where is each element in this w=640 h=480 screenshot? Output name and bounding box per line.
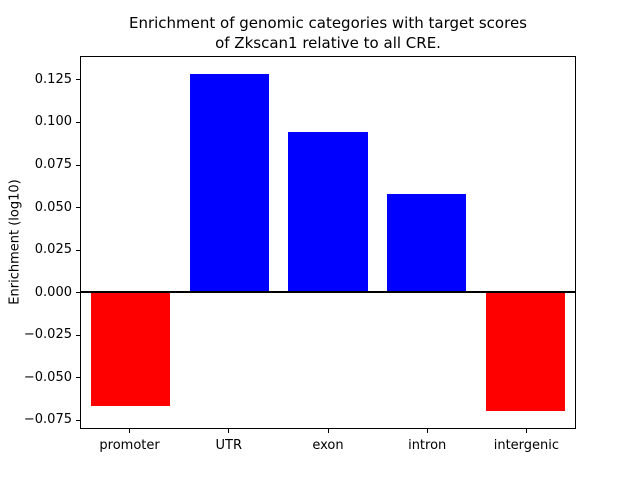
y-tick-label: 0.050 [34, 199, 72, 215]
y-tick-mark [76, 79, 80, 81]
chart-title-line2: of Zkscan1 relative to all CRE. [215, 34, 441, 53]
chart-title: Enrichment of genomic categories with ta… [80, 13, 576, 54]
bar-promoter [90, 292, 170, 406]
y-tick-mark [76, 377, 80, 379]
y-tick-mark [76, 207, 80, 209]
x-tick-label-exon: exon [312, 438, 344, 453]
x-tick-mark [228, 429, 230, 433]
y-tick-mark [76, 419, 80, 421]
y-tick-mark [76, 249, 80, 251]
y-tick-label: 0.000 [34, 284, 72, 300]
bar-intron [387, 194, 467, 293]
x-tick-label-promoter: promoter [99, 438, 160, 453]
zero-line [81, 291, 575, 294]
bar-intergenic [486, 292, 566, 412]
x-tick-label-intergenic: intergenic [493, 438, 560, 453]
x-tick-label-intron: intron [408, 438, 447, 453]
bar-UTR [189, 73, 269, 293]
y-tick-label: 0.125 [34, 71, 72, 87]
y-tick-label: 0.025 [34, 242, 72, 258]
y-tick-mark [76, 121, 80, 123]
x-tick-label-UTR: UTR [215, 438, 243, 453]
x-tick-mark [426, 429, 428, 433]
bar-exon [288, 131, 368, 293]
y-tick-mark [76, 164, 80, 166]
y-tick-mark [76, 334, 80, 336]
x-tick-mark [129, 429, 131, 433]
y-tick-mark [76, 292, 80, 294]
y-tick-label: −0.075 [23, 412, 72, 428]
y-tick-label: 0.100 [34, 114, 72, 130]
x-tick-mark [525, 429, 527, 433]
plot-area [80, 56, 576, 429]
chart-title-line1: Enrichment of genomic categories with ta… [128, 14, 527, 32]
y-tick-label: −0.050 [23, 369, 72, 385]
y-tick-label: 0.075 [34, 157, 72, 172]
y-tick-label: −0.025 [23, 327, 72, 343]
x-tick-mark [327, 429, 329, 433]
